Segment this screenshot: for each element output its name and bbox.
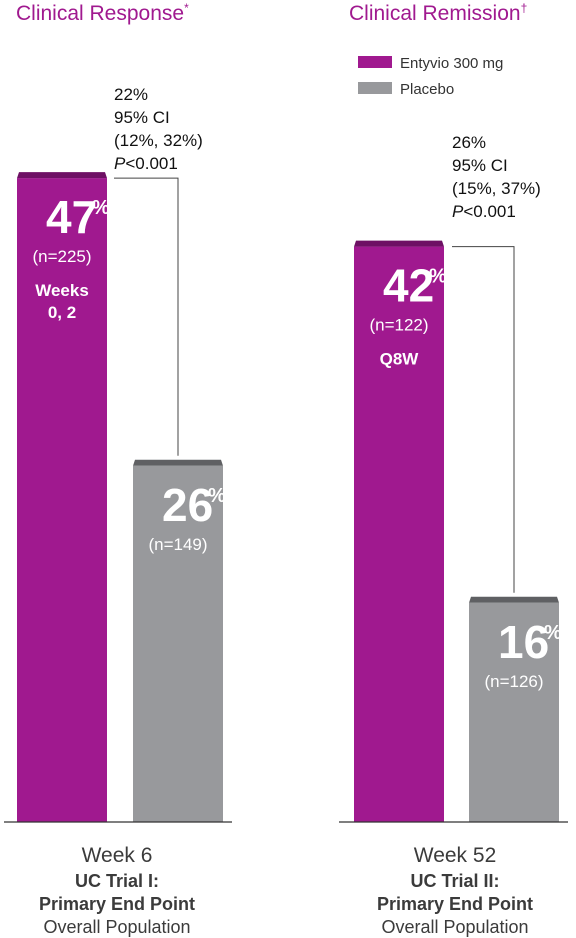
bar-entyvio [17, 178, 107, 823]
bar-value-unit-entyvio: % [92, 197, 110, 219]
chart-title: Clinical Remission† [349, 1, 527, 25]
bar-value-placebo: 16 [498, 616, 549, 668]
difference-value: 26% [452, 133, 486, 152]
bar-value-unit-placebo: % [208, 485, 226, 507]
legend-swatch-entyvio [358, 56, 392, 68]
difference-bracket [114, 177, 179, 456]
caption-population: Overall Population [381, 917, 528, 937]
bar-top-entyvio [17, 172, 107, 179]
difference-value: 22% [114, 85, 148, 104]
bar-placebo [469, 602, 559, 822]
caption-trial: UC Trial I: [75, 871, 159, 891]
difference-ci-range: (15%, 37%) [452, 179, 541, 198]
charts-layer: Clinical Response* 47% (n=225) Weeks 0, 2 26%… [4, 1, 568, 937]
bar-n-label-placebo: (n=149) [148, 535, 207, 554]
chart-title: Clinical Response* [16, 1, 189, 25]
bar-entyvio [354, 246, 444, 823]
legend-label-placebo: Placebo [400, 81, 454, 98]
bar-value-unit-entyvio: % [429, 266, 447, 288]
caption-endpoint: Primary End Point [39, 894, 195, 914]
legend-swatch-placebo [358, 82, 392, 94]
bar-n-label-entyvio: (n=225) [32, 247, 91, 266]
bar-n-label-entyvio: (n=122) [369, 316, 428, 335]
caption-trial: UC Trial II: [410, 871, 499, 891]
dose-label: 0, 2 [48, 303, 76, 322]
difference-p-value: P<0.001 [114, 154, 178, 173]
bar-value-entyvio: 42 [383, 260, 434, 312]
caption-endpoint: Primary End Point [377, 894, 533, 914]
legend: Entyvio 300 mg Placebo [358, 55, 503, 98]
bar-placebo [133, 465, 223, 822]
bar-value-entyvio: 47 [46, 191, 97, 243]
bar-top-placebo [133, 459, 223, 466]
caption-population: Overall Population [43, 917, 190, 937]
bar-top-placebo [469, 596, 559, 603]
bar-value-placebo: 26 [162, 479, 213, 531]
difference-ci-label: 95% CI [452, 156, 508, 175]
legend-label-entyvio: Entyvio 300 mg [400, 55, 503, 72]
chart-2: Clinical Remission† 42% (n=122) Q8W 16% (n=12… [339, 1, 568, 937]
dose-label: Weeks [35, 281, 89, 300]
bar-n-label-placebo: (n=126) [484, 672, 543, 691]
bar-value-unit-placebo: % [544, 622, 562, 644]
caption-week: Week 6 [82, 844, 153, 867]
dose-label: Q8W [380, 350, 420, 369]
difference-ci-range: (12%, 32%) [114, 131, 203, 150]
difference-p-value: P<0.001 [452, 202, 516, 221]
chart-1: Clinical Response* 47% (n=225) Weeks 0, 2 26%… [4, 1, 232, 937]
bar-top-entyvio [354, 240, 444, 247]
caption-week: Week 52 [414, 844, 497, 867]
difference-bracket [452, 246, 515, 593]
difference-ci-label: 95% CI [114, 108, 170, 127]
